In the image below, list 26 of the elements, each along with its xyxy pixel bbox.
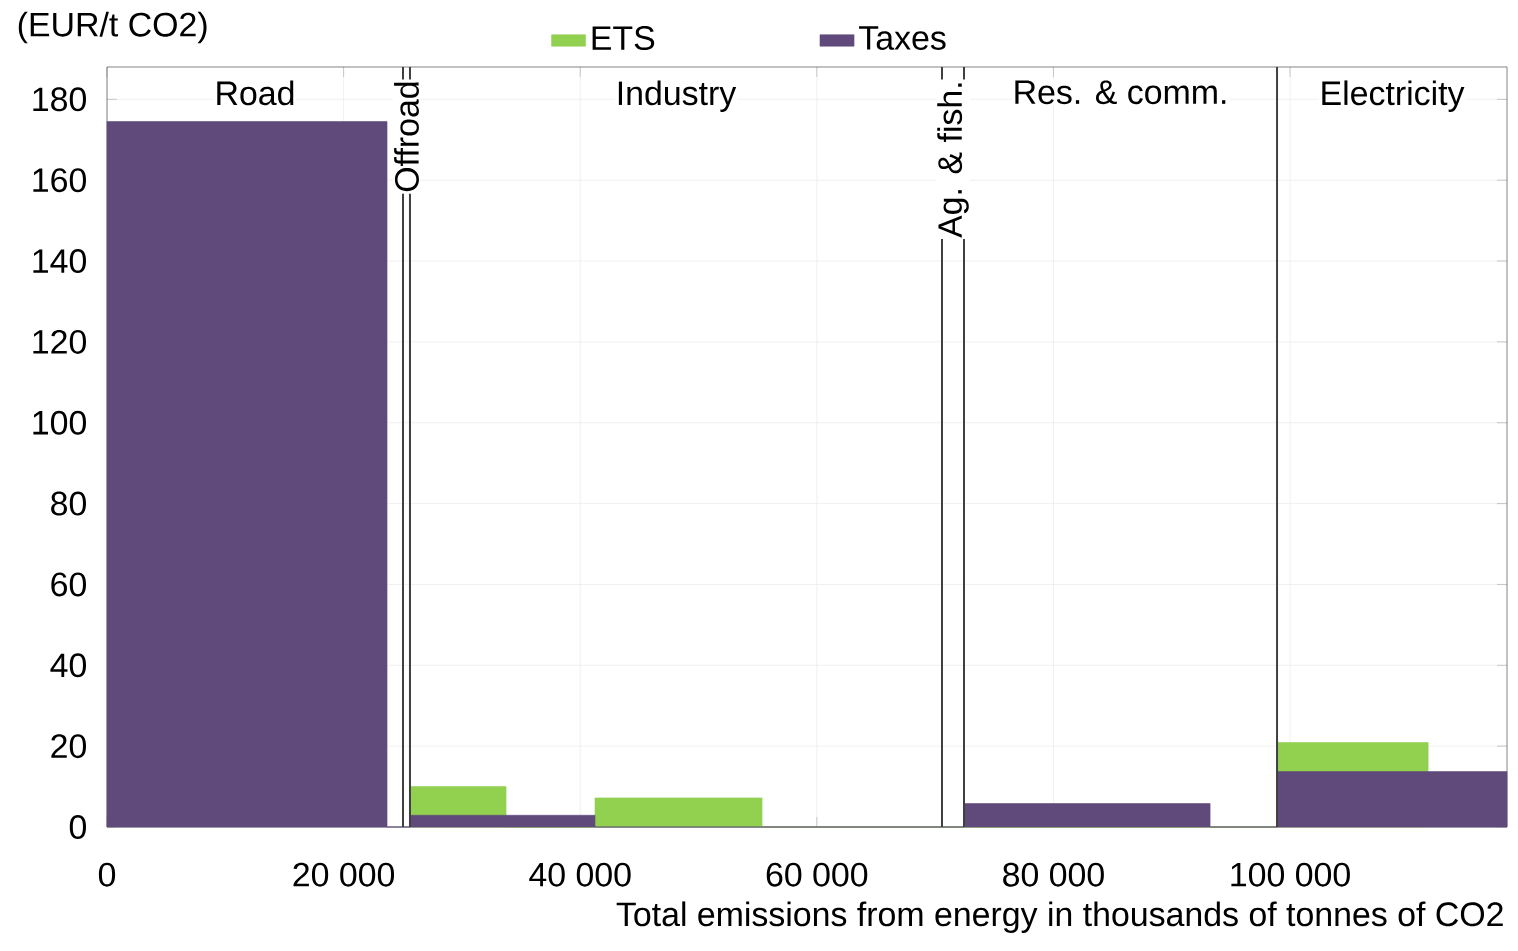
x-tick-label: 80 000	[1003, 862, 1104, 887]
y-tick-label: 60	[51, 572, 86, 597]
annotation: Res. & comm.	[1015, 80, 1226, 105]
y-tick-label: 0	[69, 815, 86, 839]
y-tick-label: 160	[33, 168, 86, 193]
legend-label: Taxes	[859, 26, 946, 50]
y-tick-label: 20	[51, 734, 86, 759]
y-tick-label: 120	[33, 329, 86, 354]
x-tick-label: 20 000	[293, 862, 395, 887]
annotation: Industry	[618, 80, 737, 112]
annotation: Offroad	[394, 82, 419, 192]
annotation: Ag. & fish.	[937, 83, 969, 238]
annotation: Electricity	[1322, 80, 1465, 112]
y-tick-label: 140	[33, 249, 86, 274]
x-axis-title: Total emissions from energy in thousands of tonnes of CO2	[616, 901, 1503, 933]
y-tick-label: 100	[33, 410, 86, 435]
y-tick-label: 80	[51, 491, 86, 516]
x-tick-label: 60 000	[766, 862, 868, 887]
legend-label: ETS	[592, 26, 655, 51]
y-axis-title: (EUR/t CO2)	[18, 11, 207, 44]
y-tick-label: 180	[33, 87, 86, 112]
y-tick-label: 40	[50, 653, 86, 678]
annotation: Road	[217, 80, 294, 106]
x-tick-label: 40 000	[529, 862, 631, 887]
x-tick-label: 100 000	[1231, 862, 1350, 887]
x-tick-label: 0	[98, 862, 116, 887]
